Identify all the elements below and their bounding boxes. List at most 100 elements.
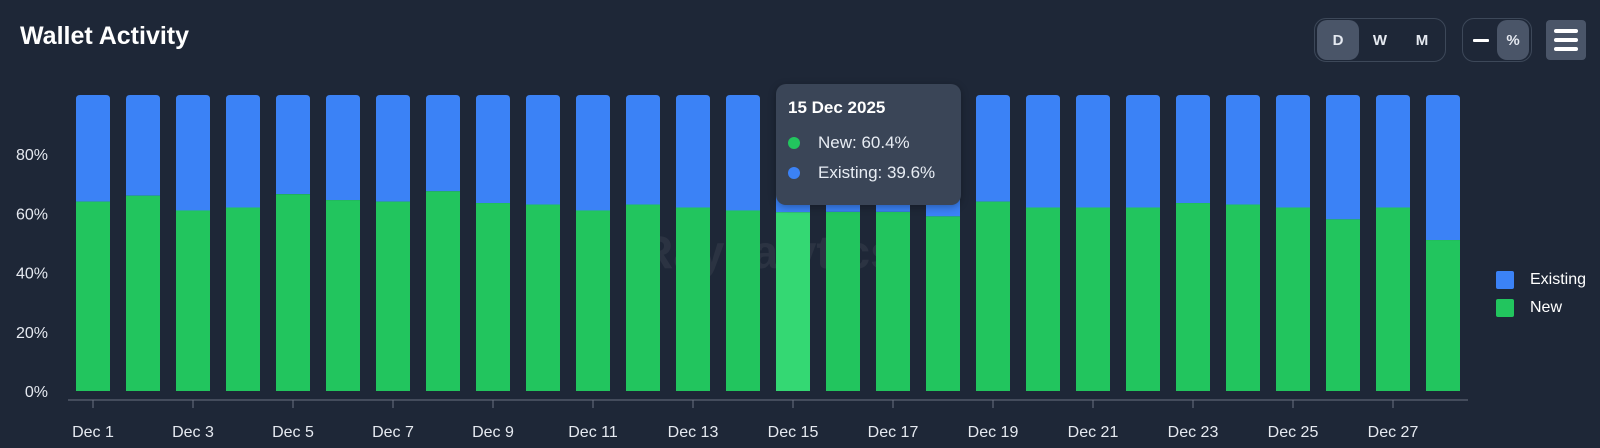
bar-segment-existing[interactable] (126, 95, 160, 196)
x-tick-label: Dec 5 (272, 424, 314, 441)
chart-tooltip: 15 Dec 2025 New: 60.4% Existing: 39.6% (776, 84, 961, 205)
hamburger-icon-bar (1554, 47, 1578, 51)
tooltip-date: 15 Dec 2025 (788, 98, 886, 117)
y-tick-label: 40% (16, 266, 48, 283)
bar-segment-new[interactable] (1276, 207, 1310, 391)
bar-segment-existing[interactable] (676, 95, 710, 208)
bar-segment-new[interactable] (1126, 207, 1160, 391)
legend-label-new: New (1530, 299, 1563, 316)
absolute-mode-button[interactable] (1465, 20, 1497, 60)
bar-segment-new[interactable] (476, 203, 510, 391)
y-tick-label: 60% (16, 206, 48, 223)
bar-segment-new[interactable] (176, 210, 210, 391)
bar-segment-new[interactable] (776, 212, 810, 391)
bar-segment-existing[interactable] (476, 95, 510, 204)
legend-label-existing: Existing (1530, 271, 1587, 288)
bar-segment-existing[interactable] (1326, 95, 1360, 220)
bar-segment-existing[interactable] (76, 95, 110, 202)
bar-segment-existing[interactable] (1226, 95, 1260, 205)
tooltip-row-new: New: 60.4% (788, 128, 949, 158)
x-tick-label: Dec 23 (1168, 424, 1219, 441)
x-tick-label: Dec 25 (1268, 424, 1319, 441)
bar-segment-new[interactable] (626, 204, 660, 391)
x-tick-label: Dec 11 (568, 424, 618, 441)
tooltip-value-new: New: 60.4% (818, 133, 910, 152)
x-tick-label: Dec 17 (868, 424, 919, 441)
bar-segment-new[interactable] (426, 191, 460, 391)
dash-icon (1473, 38, 1489, 42)
x-tick-label: Dec 13 (668, 424, 719, 441)
bar-segment-new[interactable] (326, 200, 360, 391)
bar-segment-existing[interactable] (226, 95, 260, 208)
tooltip-dot-existing (788, 167, 800, 179)
bar-segment-existing[interactable] (576, 95, 610, 211)
range-toggle-group: D W M (1314, 18, 1446, 62)
bar-segment-existing[interactable] (276, 95, 310, 195)
x-tick-label: Dec 21 (1068, 424, 1119, 441)
tooltip-value-existing: Existing: 39.6% (818, 163, 936, 182)
percent-mode-button[interactable]: % (1497, 20, 1529, 60)
bar-segment-existing[interactable] (1076, 95, 1110, 208)
range-month-button[interactable]: M (1415, 31, 1429, 49)
bar-segment-existing[interactable] (1276, 95, 1310, 208)
bar-segment-existing[interactable] (1426, 95, 1460, 241)
bar-segment-existing[interactable] (726, 95, 760, 211)
bar-segment-existing[interactable] (1376, 95, 1410, 208)
bar-segment-new[interactable] (876, 211, 910, 391)
bar-segment-new[interactable] (526, 204, 560, 391)
bar-segment-new[interactable] (1076, 207, 1110, 391)
bar-segment-new[interactable] (1026, 207, 1060, 391)
bar-segment-new[interactable] (1226, 204, 1260, 391)
bar-segment-new[interactable] (276, 194, 310, 391)
bar-segment-existing[interactable] (976, 95, 1010, 202)
y-tick-label: 80% (16, 147, 48, 164)
tooltip-dot-new (788, 137, 800, 149)
bar-segment-existing[interactable] (1176, 95, 1210, 204)
x-tick-label: Dec 9 (472, 424, 514, 441)
bar-segment-existing[interactable] (1126, 95, 1160, 208)
bar-segment-new[interactable] (376, 201, 410, 391)
bar-segment-new[interactable] (576, 210, 610, 391)
bar-segment-existing[interactable] (176, 95, 210, 211)
bar-segment-new[interactable] (676, 207, 710, 391)
legend-swatch-new (1496, 299, 1514, 317)
y-tick-label: 0% (25, 384, 48, 401)
bar-segment-new[interactable] (126, 195, 160, 391)
hamburger-icon-bar (1554, 29, 1578, 33)
bar-segment-new[interactable] (976, 201, 1010, 391)
legend-item-new[interactable]: New (1496, 294, 1586, 322)
legend-swatch-existing (1496, 271, 1514, 289)
bar-segment-existing[interactable] (426, 95, 460, 192)
chart-menu-button[interactable] (1546, 20, 1586, 60)
x-tick-label: Dec 3 (172, 424, 214, 441)
x-tick-label: Dec 19 (968, 424, 1019, 441)
x-tick-label: Dec 1 (72, 424, 114, 441)
x-tick-label: Dec 7 (372, 424, 414, 441)
x-tick-label: Dec 27 (1368, 424, 1419, 441)
hamburger-icon-bar (1554, 38, 1578, 42)
x-tick-label: Dec 15 (768, 424, 819, 441)
bar-segment-new[interactable] (726, 210, 760, 391)
bar-segment-new[interactable] (76, 201, 110, 391)
range-week-button[interactable]: W (1372, 31, 1388, 49)
bar-segment-existing[interactable] (326, 95, 360, 201)
tooltip-row-existing: Existing: 39.6% (788, 158, 949, 188)
chart-legend: Existing New (1496, 266, 1586, 322)
bar-segment-new[interactable] (226, 207, 260, 391)
bar-segment-new[interactable] (1176, 203, 1210, 391)
legend-item-existing[interactable]: Existing (1496, 266, 1586, 294)
bar-segment-new[interactable] (926, 216, 960, 391)
bar-segment-existing[interactable] (376, 95, 410, 202)
bar-segment-existing[interactable] (526, 95, 560, 205)
bar-segment-new[interactable] (1326, 219, 1360, 391)
bar-segment-new[interactable] (1376, 207, 1410, 391)
mode-toggle-group: % (1462, 18, 1532, 62)
chart-title: Wallet Activity (20, 22, 190, 50)
bar-segment-new[interactable] (826, 211, 860, 391)
range-day-button[interactable]: D (1317, 20, 1359, 60)
bar-segment-existing[interactable] (1026, 95, 1060, 208)
y-tick-label: 20% (16, 325, 48, 342)
bar-segment-new[interactable] (1426, 240, 1460, 391)
bar-segment-existing[interactable] (626, 95, 660, 205)
